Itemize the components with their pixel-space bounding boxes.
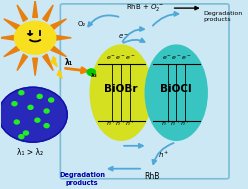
Text: $e^-$: $e^-$ [118, 32, 129, 41]
Text: λ₁ > λ₂: λ₁ > λ₂ [17, 148, 44, 157]
Circle shape [37, 94, 42, 98]
Circle shape [14, 21, 56, 54]
Text: $h^+h^+h^+$: $h^+h^+h^+$ [106, 119, 136, 128]
Ellipse shape [145, 45, 207, 140]
Circle shape [23, 131, 29, 135]
Text: $e^-e^-e^-$: $e^-e^-e^-$ [161, 54, 191, 62]
Text: O₂: O₂ [78, 21, 86, 27]
Circle shape [19, 135, 24, 139]
Circle shape [28, 105, 33, 109]
FancyBboxPatch shape [60, 4, 229, 179]
Polygon shape [33, 0, 37, 17]
Polygon shape [55, 35, 71, 40]
Circle shape [44, 124, 49, 128]
Text: λ₁: λ₁ [64, 58, 73, 67]
Polygon shape [0, 35, 16, 40]
Polygon shape [4, 19, 19, 30]
Polygon shape [51, 57, 57, 67]
Text: RhB + $O_2^{\cdot -}$: RhB + $O_2^{\cdot -}$ [126, 2, 164, 13]
Text: $e^-e^-e^-$: $e^-e^-e^-$ [106, 54, 136, 62]
Ellipse shape [90, 45, 152, 140]
Polygon shape [33, 58, 37, 76]
Text: $h^+$: $h^+$ [158, 149, 169, 160]
Text: RhB: RhB [144, 172, 160, 181]
Circle shape [0, 87, 67, 142]
Circle shape [49, 98, 54, 102]
Polygon shape [43, 54, 53, 70]
Polygon shape [17, 5, 28, 21]
Circle shape [12, 102, 17, 106]
Circle shape [19, 91, 24, 95]
Text: λ₂: λ₂ [91, 73, 98, 78]
Text: BiOCl: BiOCl [160, 84, 192, 94]
Text: Degradation
products: Degradation products [204, 11, 243, 22]
Text: $h^+h^+h^+$: $h^+h^+h^+$ [161, 119, 191, 128]
Polygon shape [4, 46, 19, 57]
Circle shape [35, 118, 40, 122]
Polygon shape [43, 5, 53, 21]
Circle shape [87, 69, 95, 75]
Polygon shape [57, 70, 62, 78]
Text: BiOBr: BiOBr [104, 84, 138, 94]
Text: Degradation
products: Degradation products [59, 172, 105, 186]
Polygon shape [51, 19, 66, 30]
Circle shape [14, 120, 19, 124]
Polygon shape [51, 46, 66, 57]
Polygon shape [17, 54, 28, 70]
Circle shape [44, 109, 49, 113]
